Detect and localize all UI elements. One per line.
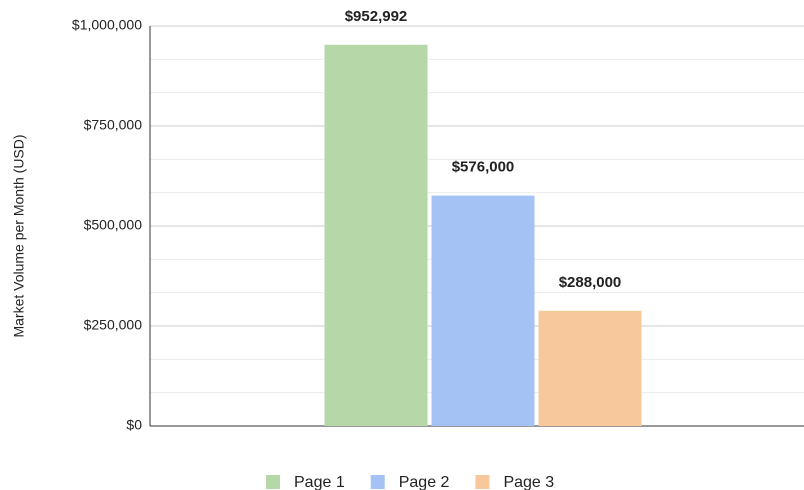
legend-swatch — [475, 475, 490, 489]
bar — [431, 195, 535, 426]
bar — [538, 310, 642, 426]
value-label: $288,000 — [559, 274, 622, 291]
y-tick-label: $500,000 — [84, 217, 143, 233]
bar — [324, 44, 428, 427]
y-tick-label: $750,000 — [84, 117, 143, 133]
legend-label: Page 1 — [294, 474, 345, 490]
legend-label: Page 2 — [399, 474, 450, 490]
value-label: $952,992 — [345, 8, 408, 25]
y-tick-label: $250,000 — [84, 317, 143, 333]
y-tick-label: $1,000,000 — [72, 17, 142, 33]
legend-swatch — [370, 475, 385, 489]
legend-label: Page 3 — [503, 474, 554, 490]
legend-swatch — [266, 475, 280, 489]
value-label: $576,000 — [452, 159, 515, 176]
y-tick-label: $0 — [126, 417, 142, 433]
y-axis-label: Market Volume per Month (USD) — [11, 134, 27, 337]
